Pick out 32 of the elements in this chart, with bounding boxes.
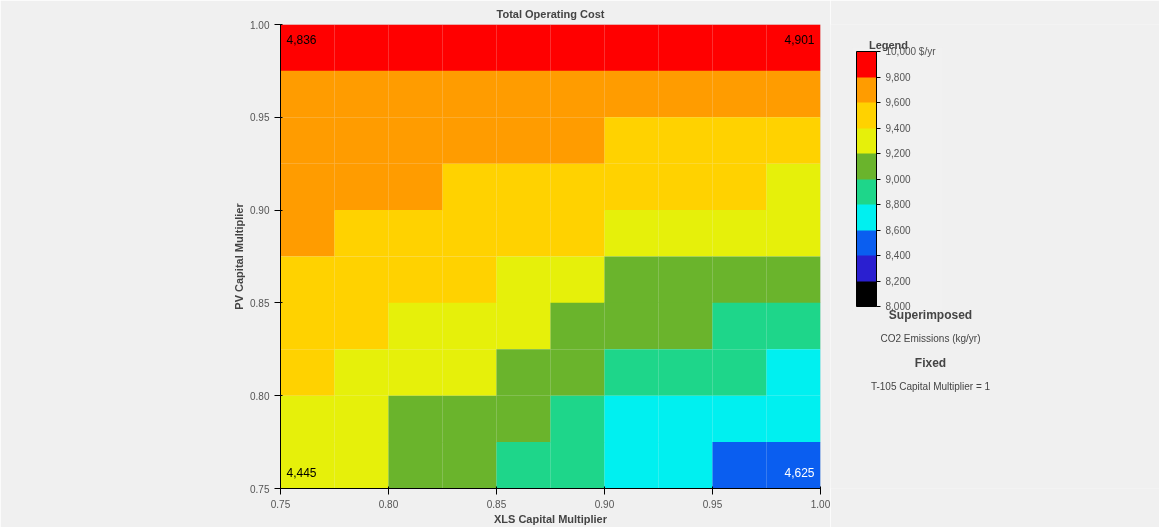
- y-tick-label: 0.95: [250, 112, 270, 124]
- color-bar-label: 9,800: [885, 71, 911, 83]
- annotation: 4,901: [784, 32, 815, 47]
- color-bar-label: 8,600: [885, 224, 911, 236]
- y-tick-label: 0.90: [250, 205, 270, 217]
- x-axis-title: XLS Capital Multiplier: [493, 512, 608, 525]
- x-tick-label: 0.75: [270, 498, 291, 510]
- color-bar-label: 9,200: [885, 148, 911, 159]
- y-tick-label: 1.00: [250, 19, 270, 31]
- x-tick-label: 0.95: [702, 498, 723, 510]
- color-bar-label: 8,200: [885, 275, 911, 287]
- annotation: 4,625: [784, 465, 815, 480]
- x-tick-label: 0.80: [378, 498, 399, 510]
- text: Fixed: [914, 355, 947, 370]
- color-bar-label: 8,000: [885, 301, 911, 312]
- x-tick-label: 1.00: [810, 498, 831, 510]
- color-bar-label: 9,000: [885, 173, 911, 185]
- y-tick-label: 0.75: [250, 483, 270, 495]
- y-axis-title: PV Capital Multiplier: [233, 202, 246, 310]
- text: CO2 Emissions (kg/yr): [880, 333, 981, 345]
- annotation: 4,836: [286, 32, 317, 47]
- x-tick-label: 0.85: [486, 498, 507, 510]
- color-bar-label: 8,400: [885, 250, 911, 261]
- color-bar-label: 8,800: [885, 199, 911, 210]
- y-tick-label: 0.80: [250, 390, 270, 402]
- color-bar-label: 9,600: [885, 97, 911, 108]
- y-tick-label: 0.85: [250, 297, 270, 309]
- annotation: 4,445: [286, 465, 317, 480]
- x-tick-label: 0.90: [594, 498, 615, 510]
- color-bar-label: 9,400: [885, 122, 911, 134]
- chart-title: Total Operating Cost: [496, 7, 605, 20]
- text: T-105 Capital Multiplier = 1: [870, 380, 991, 392]
